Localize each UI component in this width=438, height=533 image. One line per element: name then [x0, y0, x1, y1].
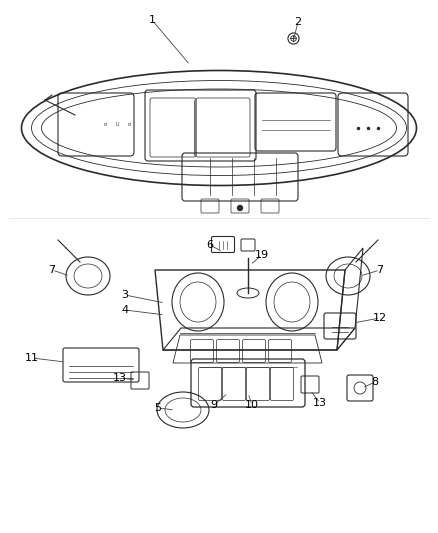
Text: o: o [127, 123, 131, 127]
Text: 13: 13 [313, 398, 327, 408]
Text: 11: 11 [25, 353, 39, 363]
Text: 3: 3 [121, 290, 128, 300]
Text: 7: 7 [376, 265, 384, 275]
Text: 8: 8 [371, 377, 378, 387]
Text: 13: 13 [113, 373, 127, 383]
Text: 7: 7 [49, 265, 56, 275]
Text: o: o [103, 123, 106, 127]
Circle shape [237, 206, 243, 211]
Text: 19: 19 [255, 250, 269, 260]
Text: U: U [115, 123, 119, 127]
Text: 10: 10 [245, 400, 259, 410]
Text: 9: 9 [210, 400, 218, 410]
Text: 4: 4 [121, 305, 129, 315]
Text: 6: 6 [206, 240, 213, 250]
Text: 2: 2 [294, 17, 301, 27]
Text: 1: 1 [148, 15, 155, 25]
Text: 12: 12 [373, 313, 387, 323]
Text: 5: 5 [155, 403, 162, 413]
